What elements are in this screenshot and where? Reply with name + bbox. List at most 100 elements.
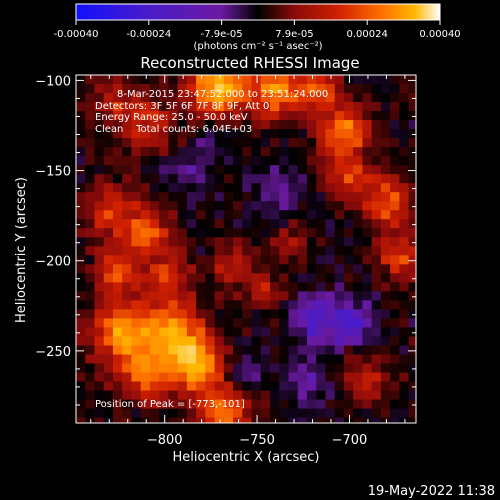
heatmap-cell bbox=[186, 273, 197, 283]
heatmap-cell bbox=[418, 264, 428, 274]
heatmap-cell bbox=[260, 363, 271, 374]
heatmap-cell bbox=[418, 273, 428, 283]
heatmap-cell bbox=[306, 228, 317, 238]
heatmap-cell bbox=[140, 156, 151, 166]
heatmap-cell bbox=[408, 156, 416, 166]
heatmap-cell bbox=[223, 327, 234, 338]
heatmap-cell bbox=[270, 210, 280, 220]
heatmap-cell bbox=[233, 192, 243, 202]
heatmap-cell bbox=[270, 165, 280, 175]
heatmap-cell bbox=[343, 129, 354, 139]
heatmap-cell bbox=[205, 201, 216, 211]
heatmap-cell bbox=[343, 399, 354, 410]
heatmap-cell bbox=[122, 237, 133, 247]
heatmap-cell bbox=[279, 318, 290, 329]
heatmap-cell bbox=[122, 174, 133, 184]
heatmap-cell bbox=[399, 427, 409, 437]
heatmap-cell bbox=[270, 381, 280, 392]
heatmap-cell bbox=[94, 165, 105, 175]
heatmap-cell bbox=[131, 318, 142, 329]
heatmap-cell bbox=[122, 246, 133, 256]
heatmap-cell bbox=[140, 246, 151, 256]
heatmap-cell bbox=[177, 237, 188, 247]
heatmap-cell bbox=[251, 417, 262, 423]
heatmap-cell bbox=[353, 192, 364, 202]
heatmap-cell bbox=[196, 120, 206, 130]
heatmap-cell bbox=[380, 93, 391, 103]
heatmap-cell bbox=[159, 273, 169, 283]
heatmap-cell bbox=[418, 219, 428, 229]
heatmap-cell bbox=[408, 75, 416, 85]
heatmap-cell bbox=[288, 273, 299, 283]
heatmap-cell bbox=[362, 246, 373, 256]
heatmap-cell bbox=[371, 102, 382, 112]
heatmap-cell bbox=[140, 372, 151, 383]
heatmap-cell bbox=[362, 102, 373, 112]
heatmap-cell bbox=[260, 246, 271, 256]
heatmap-cell bbox=[418, 138, 428, 148]
heatmap-cell bbox=[205, 219, 216, 229]
heatmap-cell bbox=[159, 318, 169, 329]
heatmap-cell bbox=[196, 399, 206, 410]
heatmap-cell bbox=[251, 147, 262, 157]
heatmap-cell bbox=[186, 336, 197, 347]
heatmap-cell bbox=[362, 309, 373, 320]
heatmap-cell bbox=[103, 345, 114, 356]
heatmap-cell bbox=[390, 336, 400, 347]
heatmap-cell bbox=[353, 129, 364, 139]
heatmap-cell bbox=[94, 327, 105, 338]
heatmap-cell bbox=[205, 291, 216, 301]
heatmap-cell bbox=[196, 327, 206, 338]
heatmap-cell bbox=[242, 156, 253, 166]
heatmap-cell bbox=[362, 147, 373, 157]
heatmap-cell bbox=[214, 102, 225, 112]
heatmap-cell bbox=[122, 183, 133, 193]
heatmap-cell bbox=[168, 138, 179, 148]
heatmap-cell bbox=[112, 300, 123, 311]
heatmap-cell bbox=[316, 147, 327, 157]
heatmap-cell bbox=[131, 84, 142, 94]
heatmap-cell bbox=[399, 345, 410, 356]
heatmap-cell bbox=[159, 354, 169, 365]
heatmap-cell bbox=[279, 93, 290, 103]
heatmap-cell bbox=[177, 84, 188, 94]
x-tick-label: −700 bbox=[332, 433, 368, 448]
heatmap-cell bbox=[418, 183, 428, 193]
heatmap-cell bbox=[196, 363, 206, 374]
heatmap-cell bbox=[251, 345, 262, 356]
heatmap-cell bbox=[334, 282, 345, 292]
heatmap-cell bbox=[131, 363, 142, 374]
heatmap-cell bbox=[270, 246, 280, 256]
annotation-energy-range: Energy Range: 25.0 - 50.0 keV bbox=[95, 112, 248, 123]
heatmap-cell bbox=[353, 417, 364, 423]
heatmap-cell bbox=[149, 300, 160, 311]
heatmap-cell bbox=[306, 399, 317, 410]
heatmap-cell bbox=[177, 75, 188, 85]
heatmap-cell bbox=[316, 318, 327, 329]
heatmap-cell bbox=[353, 408, 364, 419]
heatmap-cell bbox=[205, 336, 216, 347]
heatmap-cell bbox=[131, 165, 142, 175]
heatmap-cell bbox=[306, 201, 317, 211]
heatmap-cell bbox=[131, 291, 142, 301]
heatmap-cell bbox=[112, 84, 123, 94]
heatmap-cell bbox=[343, 183, 354, 193]
heatmap-cell bbox=[399, 327, 410, 338]
heatmap-cell bbox=[177, 174, 188, 184]
heatmap-cell bbox=[343, 282, 354, 292]
heatmap-cell bbox=[408, 183, 416, 193]
heatmap-cell bbox=[260, 210, 271, 220]
heatmap-cell bbox=[205, 75, 216, 85]
heatmap-cell bbox=[122, 363, 133, 374]
heatmap-cell bbox=[168, 129, 179, 139]
heatmap-cell bbox=[270, 417, 280, 423]
heatmap-cell bbox=[186, 147, 197, 157]
heatmap-cell bbox=[103, 309, 114, 320]
heatmap-cell bbox=[168, 219, 179, 229]
heatmap-cell bbox=[94, 246, 105, 256]
heatmap-cell bbox=[223, 345, 234, 356]
heatmap-cell bbox=[418, 255, 428, 265]
heatmap-cell bbox=[112, 165, 123, 175]
heatmap-cell bbox=[196, 255, 206, 265]
heatmap-cell bbox=[177, 291, 188, 301]
